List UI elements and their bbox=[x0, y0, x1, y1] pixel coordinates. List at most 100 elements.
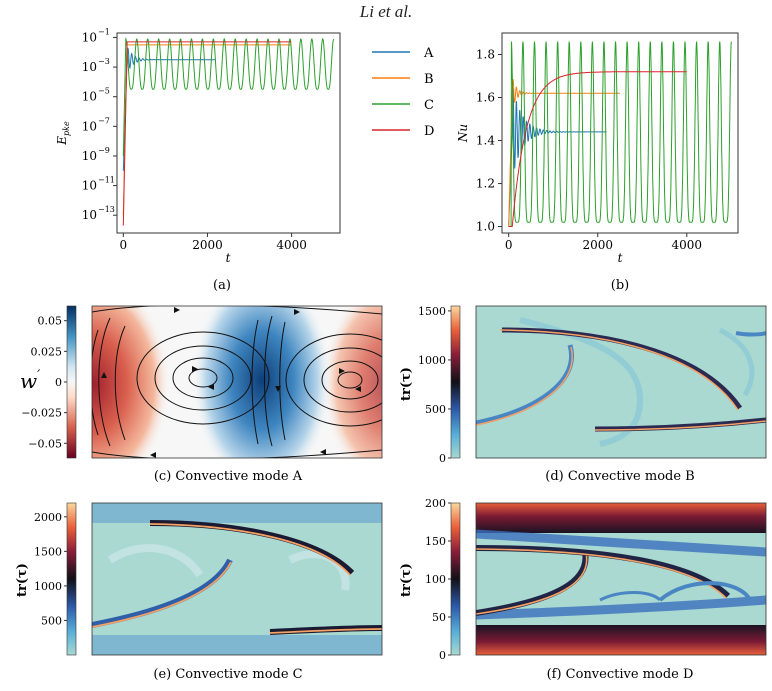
x-axis-label: t bbox=[226, 251, 231, 265]
legend-entry-c: C bbox=[372, 98, 434, 113]
series-c-line bbox=[122, 37, 335, 157]
y-tick-label: 10 bbox=[82, 30, 97, 44]
y-tick-exponent: −7 bbox=[98, 116, 110, 125]
x-tick-label: 2000 bbox=[582, 238, 613, 252]
colorbar-tick-label: 500 bbox=[41, 614, 62, 627]
y-tick-label: 1.4 bbox=[476, 134, 495, 148]
y-tick-exponent: −9 bbox=[98, 146, 110, 155]
colorbar-tick-label: 0 bbox=[439, 452, 446, 465]
caption-e: (e) Convective mode C bbox=[153, 667, 302, 682]
y-axis-label: Epke bbox=[55, 121, 71, 146]
colorbar bbox=[450, 305, 461, 459]
author-header: Li et al. bbox=[359, 2, 413, 21]
y-tick-label: 10 bbox=[82, 90, 97, 104]
series-d-line bbox=[122, 41, 292, 226]
y-tick-label: 1.2 bbox=[476, 177, 495, 191]
caption-b: (b) bbox=[611, 278, 629, 293]
field-plot bbox=[92, 503, 382, 655]
colorbar-tick-label: 0 bbox=[439, 649, 446, 662]
colorbar-label: w′ bbox=[20, 368, 41, 393]
x-ticks: 0 2000 4000 bbox=[505, 233, 702, 252]
legend-entry-a: A bbox=[372, 46, 434, 61]
colorbar-tick-label: 1500 bbox=[34, 545, 62, 558]
y-tick-exponent: −1 bbox=[98, 27, 110, 36]
colorbar-ticks: 200 150 100 50 0 bbox=[425, 497, 451, 662]
y-ticks: 1.0 1.2 1.4 1.6 1.8 bbox=[476, 48, 502, 234]
axes-frame bbox=[501, 32, 739, 234]
y-axis-label: Nu bbox=[456, 124, 470, 143]
colorbar-label: tr(τ) bbox=[15, 563, 30, 597]
colorbar-tick-label: 100 bbox=[425, 573, 446, 586]
y-tick-label: 10 bbox=[82, 208, 97, 222]
y-tick-label: 1.6 bbox=[476, 91, 495, 105]
x-axis-label: t bbox=[618, 251, 623, 265]
series-c-line bbox=[508, 41, 732, 227]
flow-arrows bbox=[101, 307, 361, 458]
series-lines bbox=[508, 41, 732, 227]
field-plot bbox=[476, 306, 766, 458]
colorbar-tick-label: 150 bbox=[425, 535, 446, 548]
series-b-line bbox=[508, 78, 620, 227]
x-tick-label: 0 bbox=[505, 238, 513, 252]
axes-frame bbox=[116, 32, 341, 234]
x-tick-label: 4000 bbox=[672, 238, 703, 252]
series-lines bbox=[122, 37, 335, 226]
series-d-line bbox=[508, 71, 687, 227]
colorbar-tick-label: 200 bbox=[425, 497, 446, 510]
y-tick-label: 1.0 bbox=[476, 220, 495, 234]
y-tick-exponent: −5 bbox=[98, 87, 110, 96]
y-tick-label: 1.8 bbox=[476, 48, 495, 62]
colorbar-tick-label: −0.025 bbox=[21, 407, 62, 420]
panel-b-nusselt-plot: 1.0 1.2 1.4 1.6 1.8 0 2000 4000 t Nu (b) bbox=[456, 32, 739, 293]
series-a-line bbox=[122, 47, 216, 171]
x-tick-label: 0 bbox=[119, 238, 127, 252]
legend-label-a: A bbox=[423, 46, 434, 61]
field-plot bbox=[92, 306, 382, 458]
legend-entry-b: B bbox=[372, 72, 434, 87]
legend-label-b: B bbox=[424, 72, 434, 87]
panel-e-mode-c: 2000 1500 1000 500 tr(τ) (e) Convective mod… bbox=[15, 502, 383, 682]
x-tick-label: 2000 bbox=[192, 238, 223, 252]
panel-f-mode-d: 200 150 100 50 0 tr(τ) (f) Convective mode D bbox=[399, 497, 767, 682]
x-ticks: 0 2000 4000 bbox=[119, 233, 307, 252]
legend-label-d: D bbox=[424, 124, 434, 139]
caption-d: (d) Convective mode B bbox=[545, 469, 694, 484]
panel-c-mode-a: 0.05 0.025 0 −0.025 −0.05 w′ bbox=[20, 305, 383, 484]
y-tick-exponent: −11 bbox=[98, 176, 115, 185]
y-tick-exponent: −13 bbox=[98, 205, 115, 214]
caption-f: (f) Convective mode D bbox=[547, 667, 694, 682]
colorbar-ticks: 1500 1000 500 0 bbox=[418, 305, 451, 465]
series-b-line bbox=[122, 44, 292, 216]
field-plot bbox=[476, 503, 766, 655]
y-tick-exponent: −3 bbox=[98, 57, 110, 66]
colorbar-label: tr(τ) bbox=[399, 367, 414, 401]
colorbar-ticks: 0.05 0.025 0 −0.025 −0.05 bbox=[21, 315, 67, 450]
colorbar bbox=[66, 502, 77, 656]
x-tick-label: 4000 bbox=[276, 238, 307, 252]
colorbar-tick-label: 0 bbox=[55, 376, 62, 389]
colorbar bbox=[450, 502, 461, 656]
colorbar-tick-label: 1000 bbox=[418, 354, 446, 367]
colorbar-tick-label: 1500 bbox=[418, 305, 446, 318]
y-tick-label: 10 bbox=[82, 179, 97, 193]
y-tick-label: 10 bbox=[82, 119, 97, 133]
colorbar-tick-label: 0.025 bbox=[31, 345, 63, 358]
colorbar-tick-label: 2000 bbox=[34, 511, 62, 524]
caption-c: (c) Convective mode A bbox=[154, 469, 303, 484]
series-a-line bbox=[508, 88, 607, 227]
panel-d-mode-b: 1500 1000 500 0 tr(τ) (d) Convective mode B bbox=[399, 305, 767, 484]
caption-a: (a) bbox=[213, 278, 231, 293]
streamlines bbox=[92, 306, 382, 458]
legend: A B C D bbox=[372, 46, 434, 139]
colorbar-tick-label: 50 bbox=[432, 611, 446, 624]
y-tick-label: 10 bbox=[82, 149, 97, 163]
legend-entry-d: D bbox=[372, 124, 434, 139]
y-tick-label: 10 bbox=[82, 60, 97, 74]
colorbar-tick-label: 1000 bbox=[34, 580, 62, 593]
legend-label-c: C bbox=[424, 98, 434, 113]
colorbar-ticks: 2000 1500 1000 500 bbox=[34, 511, 67, 627]
colorbar-tick-label: 0.05 bbox=[38, 315, 63, 328]
